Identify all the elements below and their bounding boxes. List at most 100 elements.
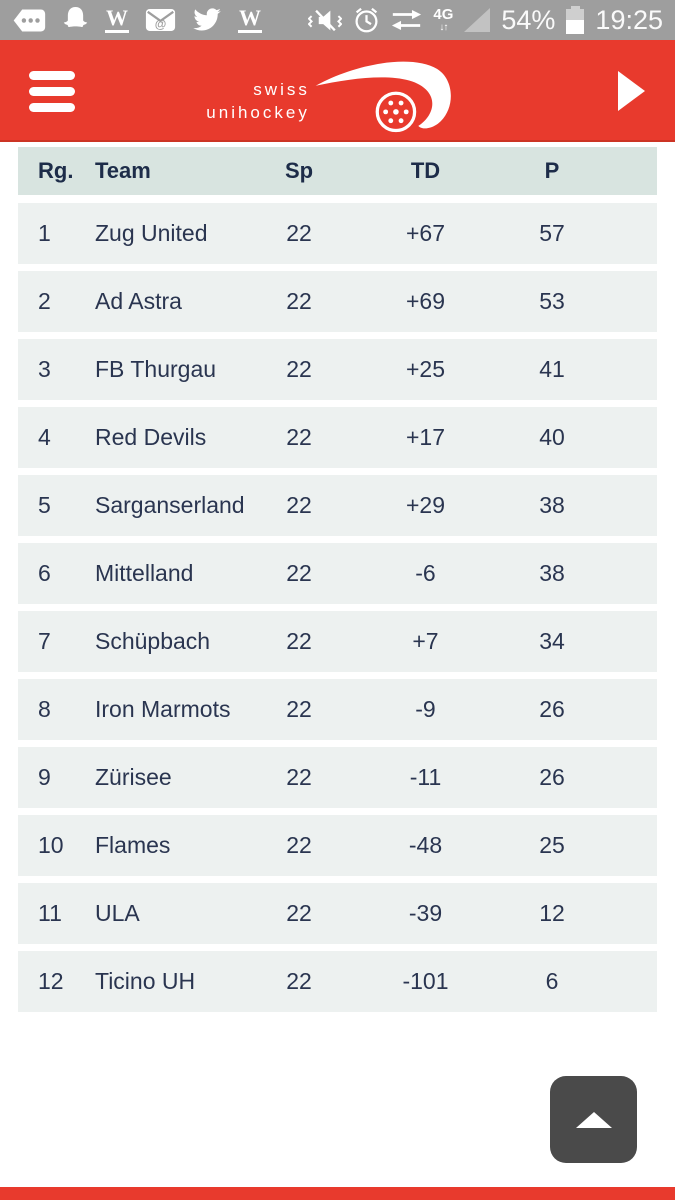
logo-line2: unihockey bbox=[206, 103, 310, 123]
cell-td: +25 bbox=[405, 356, 445, 382]
table-row[interactable]: 12 Ticino UH 22 -101 6 bbox=[18, 951, 657, 1012]
cell-sp: 22 bbox=[286, 968, 312, 994]
cell-p: 34 bbox=[539, 628, 565, 654]
clock: 19:25 bbox=[595, 4, 663, 35]
data-transfer-icon bbox=[392, 9, 422, 31]
cell-td: -39 bbox=[408, 900, 443, 926]
cell-sp: 22 bbox=[286, 356, 312, 382]
cell-sp: 22 bbox=[286, 220, 312, 246]
cell-rank: 10 bbox=[38, 832, 64, 858]
table-row[interactable]: 4 Red Devils 22 +17 40 bbox=[18, 407, 657, 468]
column-header-rank: Rg. bbox=[38, 158, 74, 183]
logo-line1: swiss bbox=[253, 80, 310, 100]
cell-team: Mittelland bbox=[95, 560, 194, 586]
table-row[interactable]: 3 FB Thurgau 22 +25 41 bbox=[18, 339, 657, 400]
cell-rank: 9 bbox=[38, 764, 51, 790]
table-row[interactable]: 1 Zug United 22 +67 57 bbox=[18, 203, 657, 264]
cell-sp: 22 bbox=[286, 492, 312, 518]
cell-team: Iron Marmots bbox=[95, 696, 231, 722]
cell-team: Zug United bbox=[95, 220, 208, 246]
snapchat-icon bbox=[63, 6, 88, 27]
cell-rank: 1 bbox=[38, 220, 51, 246]
cell-td: +67 bbox=[405, 220, 445, 246]
cell-team: ULA bbox=[95, 900, 140, 926]
cell-team: Red Devils bbox=[95, 424, 207, 450]
cell-td: +17 bbox=[405, 424, 445, 450]
cell-td: +69 bbox=[405, 288, 445, 314]
cell-team: Ticino UH bbox=[95, 968, 196, 994]
cell-p: 53 bbox=[539, 288, 565, 314]
table-row[interactable]: 11 ULA 22 -39 12 bbox=[18, 883, 657, 944]
column-header-goal-diff: TD bbox=[410, 158, 441, 183]
cell-rank: 3 bbox=[38, 356, 51, 382]
cell-rank: 4 bbox=[38, 424, 51, 450]
table-row[interactable]: 2 Ad Astra 22 +69 53 bbox=[18, 271, 657, 332]
column-header-team: Team bbox=[95, 158, 151, 183]
cell-td: -101 bbox=[402, 968, 449, 994]
cell-td: +7 bbox=[412, 628, 439, 654]
battery-icon bbox=[566, 6, 585, 34]
cell-p: 38 bbox=[539, 492, 565, 518]
cell-p: 25 bbox=[539, 832, 565, 858]
table-row[interactable]: 6 Mittelland 22 -6 38 bbox=[18, 543, 657, 604]
cell-team: Sarganserland bbox=[95, 492, 245, 518]
cell-td: +29 bbox=[405, 492, 445, 518]
cell-sp: 22 bbox=[286, 832, 312, 858]
cell-p: 26 bbox=[539, 764, 565, 790]
notification-icons: W @ W bbox=[12, 6, 262, 35]
standings-table: Rg. Team Sp TD P 1 Zug United 22 +67 57 2 Ad A… bbox=[18, 147, 657, 1012]
cell-sp: 22 bbox=[286, 628, 312, 654]
cell-team: Flames bbox=[95, 832, 171, 858]
cell-rank: 8 bbox=[38, 696, 51, 722]
wikipedia-icon: W bbox=[105, 7, 129, 33]
table-row[interactable]: 9 Zürisee 22 -11 26 bbox=[18, 747, 657, 808]
app-logo: swiss unihockey bbox=[206, 40, 454, 140]
table-row[interactable]: 8 Iron Marmots 22 -9 26 bbox=[18, 679, 657, 740]
cell-team: FB Thurgau bbox=[95, 356, 217, 382]
cell-p: 41 bbox=[539, 356, 565, 382]
table-row[interactable]: 5 Sarganserland 22 +29 38 bbox=[18, 475, 657, 536]
wikipedia-icon: W bbox=[238, 7, 262, 33]
table-row[interactable]: 7 Schüpbach 22 +7 34 bbox=[18, 611, 657, 672]
up-arrow-icon bbox=[575, 1111, 612, 1128]
cell-rank: 12 bbox=[38, 968, 64, 994]
alarm-icon bbox=[355, 7, 378, 32]
cell-rank: 5 bbox=[38, 492, 51, 518]
table-body: 1 Zug United 22 +67 57 2 Ad Astra 22 +69 53 3 FB Th… bbox=[18, 203, 657, 1012]
cell-rank: 11 bbox=[38, 900, 62, 926]
scroll-to-top-button[interactable] bbox=[550, 1076, 637, 1163]
cell-td: -6 bbox=[415, 560, 436, 586]
battery-percent: 54% bbox=[501, 4, 556, 35]
app-header: swiss unihockey bbox=[0, 40, 675, 142]
cell-p: 57 bbox=[539, 220, 565, 246]
cell-td: -9 bbox=[415, 696, 436, 722]
cell-rank: 6 bbox=[38, 560, 51, 586]
play-arrow-icon[interactable] bbox=[618, 71, 645, 111]
cell-p: 40 bbox=[539, 424, 565, 450]
cell-sp: 22 bbox=[286, 424, 312, 450]
table-header-row: Rg. Team Sp TD P bbox=[18, 147, 657, 195]
cell-p: 38 bbox=[539, 560, 565, 586]
cell-rank: 2 bbox=[38, 288, 51, 314]
cell-td: -11 bbox=[409, 764, 442, 790]
cell-team: Zürisee bbox=[95, 764, 172, 790]
email-icon: @ bbox=[145, 9, 176, 31]
floorball-swoosh-icon bbox=[315, 61, 451, 133]
logo-text: swiss unihockey bbox=[206, 79, 310, 140]
cell-sp: 22 bbox=[286, 288, 312, 314]
cell-sp: 22 bbox=[286, 560, 312, 586]
cell-team: Ad Astra bbox=[95, 288, 182, 314]
cell-rank: 7 bbox=[38, 628, 51, 654]
signal-icon bbox=[464, 8, 491, 32]
hamburger-icon[interactable] bbox=[29, 71, 75, 112]
cell-sp: 22 bbox=[286, 696, 312, 722]
table-row[interactable]: 10 Flames 22 -48 25 bbox=[18, 815, 657, 876]
svg-text:@: @ bbox=[155, 17, 167, 31]
cell-sp: 22 bbox=[286, 764, 312, 790]
chat-icon bbox=[13, 8, 46, 32]
cell-sp: 22 bbox=[286, 900, 312, 926]
cell-p: 26 bbox=[539, 696, 565, 722]
twitter-icon bbox=[193, 8, 221, 31]
network-4g-icon: 4G ↓↑ bbox=[433, 6, 454, 33]
